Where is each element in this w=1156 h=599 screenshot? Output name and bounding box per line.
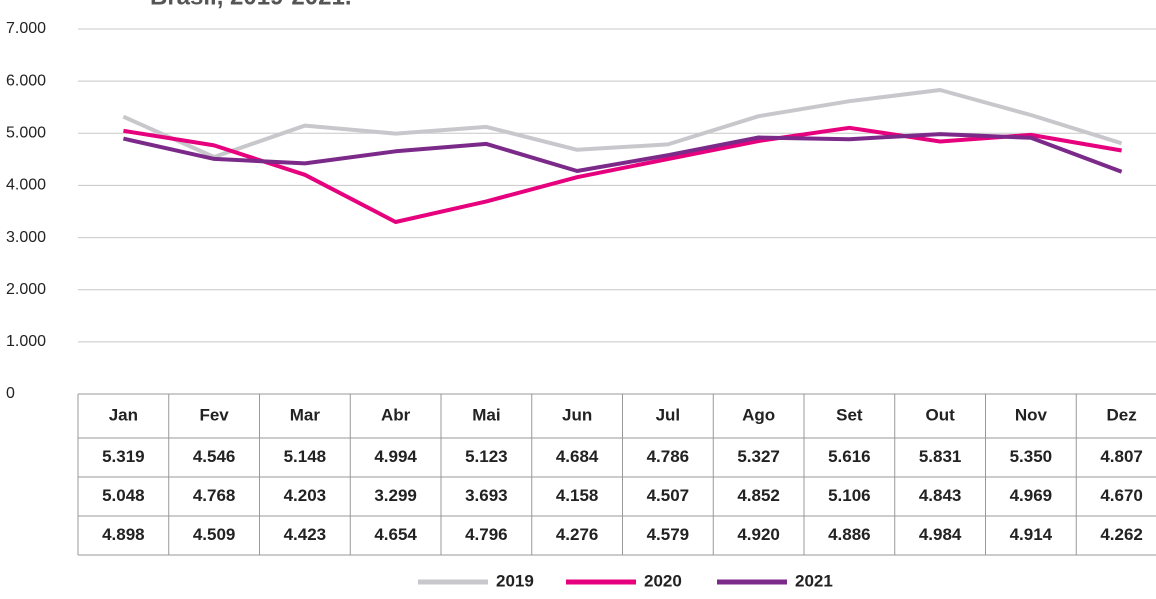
table-cell: 4.546 — [193, 447, 236, 466]
x-tick-label: Abr — [381, 405, 411, 424]
table-cell: 4.994 — [374, 447, 417, 466]
y-tick-label: 0 — [6, 385, 15, 402]
series-line — [122, 132, 1123, 174]
table-cell: 3.299 — [374, 486, 417, 505]
table-cell: 5.831 — [919, 447, 962, 466]
x-tick-label: Mar — [290, 405, 321, 424]
y-tick-label: 4.000 — [6, 177, 46, 194]
table-cell: 4.203 — [284, 486, 327, 505]
x-tick-label: Mai — [472, 405, 500, 424]
y-tick-label: 5.000 — [6, 125, 46, 142]
legend-label: 2021 — [795, 571, 833, 590]
table-cell: 4.886 — [828, 525, 871, 544]
table-cell: 5.148 — [284, 447, 327, 466]
table-cell: 4.654 — [374, 525, 417, 544]
x-tick-label: Jan — [109, 405, 138, 424]
table-cell: 4.158 — [556, 486, 599, 505]
table-cell: 4.276 — [556, 525, 599, 544]
table-cell: 5.350 — [1010, 447, 1053, 466]
x-tick-label: Fev — [199, 405, 229, 424]
table-cell: 5.616 — [828, 447, 871, 466]
table-cell: 5.123 — [465, 447, 508, 466]
series-line — [123, 125, 1122, 224]
table-cell: 3.693 — [465, 486, 508, 505]
x-tick-label: Ago — [742, 405, 775, 424]
chart-title: Brasil, 2019-2021. — [150, 0, 351, 10]
table-cell: 5.106 — [828, 486, 871, 505]
y-tick-label: 1.000 — [6, 333, 46, 350]
series-line — [122, 88, 1123, 159]
x-tick-label: Jun — [562, 405, 592, 424]
table-cell: 5.319 — [102, 447, 145, 466]
y-tick-label: 2.000 — [6, 281, 46, 298]
table-cell: 4.768 — [193, 486, 236, 505]
y-tick-label: 7.000 — [6, 20, 46, 37]
table-cell: 4.969 — [1010, 486, 1053, 505]
table-cell: 4.920 — [737, 525, 780, 544]
x-tick-label: Out — [925, 405, 955, 424]
table-cell: 4.262 — [1100, 525, 1143, 544]
legend-label: 2020 — [644, 571, 682, 590]
x-tick-label: Jul — [656, 405, 681, 424]
y-tick-label: 6.000 — [6, 72, 46, 89]
table-cell: 4.914 — [1010, 525, 1053, 544]
table-cell: 4.423 — [284, 525, 327, 544]
table-cell: 4.796 — [465, 525, 508, 544]
table-cell: 4.786 — [647, 447, 690, 466]
y-tick-label: 3.000 — [6, 229, 46, 246]
x-tick-label: Dez — [1107, 405, 1137, 424]
table-cell: 4.843 — [919, 486, 962, 505]
table-cell: 4.670 — [1100, 486, 1143, 505]
x-tick-label: Nov — [1015, 405, 1048, 424]
table-cell: 5.327 — [737, 447, 780, 466]
table-cell: 5.048 — [102, 486, 145, 505]
table-cell: 4.684 — [556, 447, 599, 466]
table-cell: 4.807 — [1100, 447, 1143, 466]
table-cell: 4.984 — [919, 525, 962, 544]
table-cell: 4.509 — [193, 525, 236, 544]
x-tick-label: Set — [836, 405, 863, 424]
table-cell: 4.852 — [737, 486, 780, 505]
table-cell: 4.507 — [647, 486, 690, 505]
legend-label: 2019 — [496, 571, 534, 590]
table-cell: 4.898 — [102, 525, 145, 544]
table-cell: 4.579 — [647, 525, 690, 544]
